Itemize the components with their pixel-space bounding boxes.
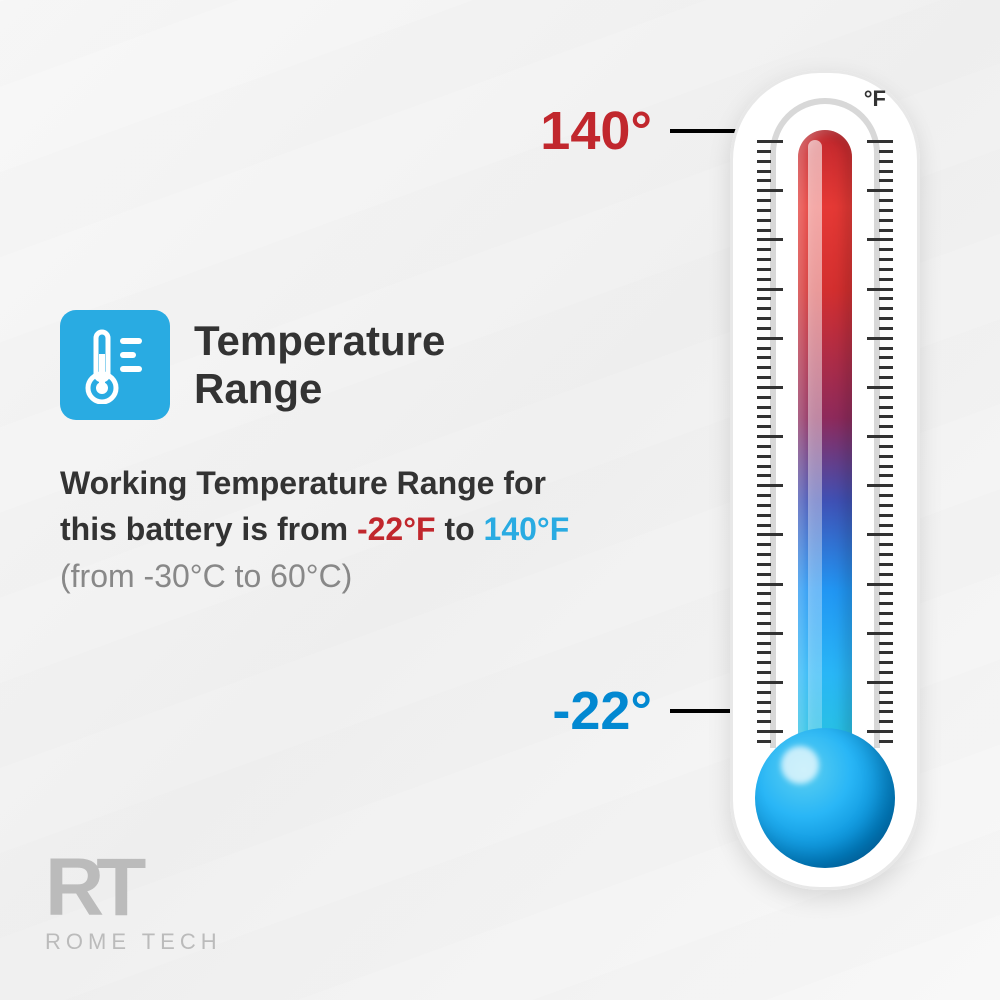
- brand-logo: RT ROME TECH: [45, 853, 222, 955]
- unit-label: °F: [864, 86, 886, 112]
- thermometer-body: °F: [730, 70, 920, 890]
- thermometer-bulb: [755, 728, 895, 868]
- high-marker-label: 140°: [540, 100, 652, 162]
- content-section: TemperatureRange Working Temperature Ran…: [60, 310, 580, 599]
- thermometer-ticks: [765, 140, 885, 760]
- low-temp-f: -22°F: [357, 511, 436, 547]
- logo-mark: RT: [45, 853, 222, 923]
- high-temp-f: 140°F: [484, 511, 570, 547]
- desc-mid: to: [436, 511, 484, 547]
- description: Working Temperature Range for this batte…: [60, 460, 580, 599]
- thermometer: °F: [710, 70, 940, 910]
- header-row: TemperatureRange: [60, 310, 580, 420]
- title: TemperatureRange: [194, 317, 445, 414]
- logo-text: ROME TECH: [45, 929, 222, 955]
- low-marker-label: -22°: [552, 680, 652, 742]
- celsius-range: (from -30°C to 60°C): [60, 558, 352, 594]
- thermometer-icon: [60, 310, 170, 420]
- infographic-container: TemperatureRange Working Temperature Ran…: [0, 0, 1000, 1000]
